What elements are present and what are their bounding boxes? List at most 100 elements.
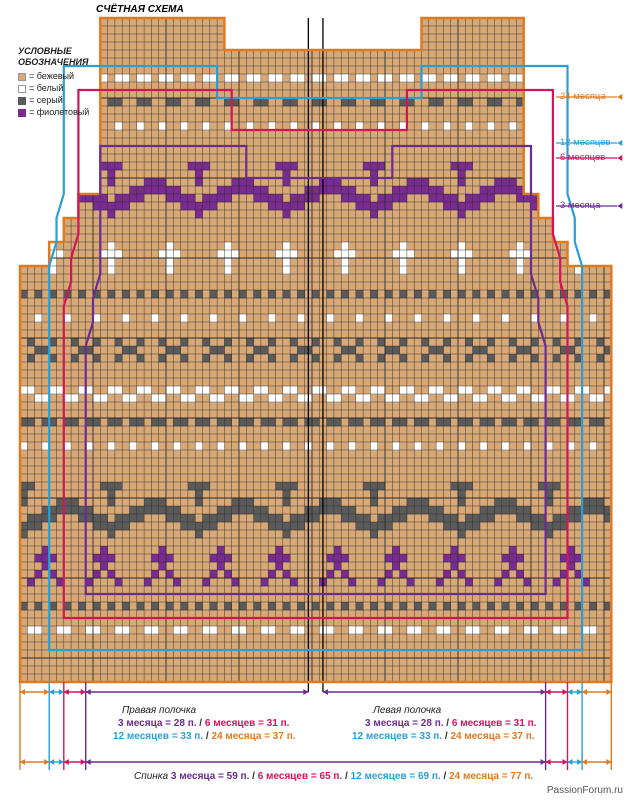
stitch-cell <box>399 386 408 395</box>
stitch-cell <box>341 74 349 83</box>
stitch-cell <box>34 514 43 523</box>
stitch-cell <box>472 290 481 299</box>
stitch-cell <box>136 354 145 363</box>
stitch-cell <box>385 346 393 355</box>
stitch-cell <box>41 186 50 195</box>
dim-bot-magenta-l-head-right <box>80 759 86 765</box>
stitch-cell <box>158 506 167 515</box>
stitch-cell <box>589 290 597 299</box>
stitch-cell <box>144 578 152 587</box>
stitch-cell <box>34 554 43 563</box>
stitch-cell <box>268 74 276 83</box>
dim-top-orange-l-head-left <box>20 689 25 695</box>
stitch-cell <box>268 290 276 299</box>
stitch-cell <box>399 602 408 611</box>
stitch-cell <box>348 194 357 203</box>
stitch-cell <box>151 498 159 507</box>
stitch-cell <box>567 546 576 555</box>
stitch-cell <box>260 578 269 587</box>
stitch-cell <box>202 202 211 211</box>
stitch-cell <box>253 346 262 355</box>
stitch-cell <box>41 546 50 555</box>
stitch-cell <box>239 442 247 451</box>
stitch-cell <box>399 338 408 347</box>
dim-top-blue-r-head-right <box>577 689 583 695</box>
stitch-cell <box>85 194 94 203</box>
stitch-cell <box>290 578 298 587</box>
stitch-cell <box>355 514 364 523</box>
stitch-cell <box>538 74 546 83</box>
stitch-cell <box>282 530 291 539</box>
stitch-cell <box>195 522 203 531</box>
stitch-cell <box>494 178 503 187</box>
stitch-cell <box>217 418 225 427</box>
stitch-cell <box>27 122 35 131</box>
stitch-cell <box>392 394 400 403</box>
stitch-cell <box>20 482 28 491</box>
stitch-cell <box>450 514 459 523</box>
stitch-cell <box>144 498 152 507</box>
dim-bot-violet-head-right <box>540 759 546 765</box>
stitch-cell <box>195 210 203 219</box>
stitch-cell <box>392 514 400 523</box>
stitch-cell <box>538 162 546 171</box>
stitch-cell <box>574 514 583 523</box>
stitch-cell <box>516 74 524 83</box>
stitch-cell <box>436 194 444 203</box>
stitch-cell <box>560 554 568 563</box>
outline-12m <box>48 64 584 652</box>
stitch-cell <box>509 546 517 555</box>
stitch-cell <box>166 506 174 515</box>
stitch-cell <box>63 498 72 507</box>
stitch-cell <box>399 570 408 579</box>
stitch-cell <box>326 602 335 611</box>
stitch-cell <box>41 554 50 563</box>
stitch-cell <box>107 442 116 451</box>
outline-3m <box>84 144 547 596</box>
stitch-cell <box>552 514 561 523</box>
stitch-cell <box>414 186 422 195</box>
stitch-cell <box>158 554 167 563</box>
stitch-cell <box>450 482 459 491</box>
stitch-cell <box>370 162 378 171</box>
stitch-cell <box>370 498 378 507</box>
stitch-cell <box>516 602 524 611</box>
stitch-cell <box>166 570 174 579</box>
stitch-cell <box>589 314 597 323</box>
stitch-cell <box>34 314 43 323</box>
stitch-cell <box>136 418 145 427</box>
stitch-cell <box>392 546 400 555</box>
arrow-3m-head <box>617 203 623 209</box>
stitch-cell <box>326 314 335 323</box>
stitch-cell <box>516 242 524 251</box>
stitch-cell <box>377 514 386 523</box>
stitch-cell <box>582 506 590 515</box>
stitch-cell <box>275 74 284 83</box>
stitch-cell <box>202 386 211 395</box>
stitch-cell <box>187 202 196 211</box>
stitch-cell <box>604 194 612 203</box>
stitch-cell <box>107 530 116 539</box>
stitch-cell <box>297 346 305 355</box>
stitch-cell <box>341 570 349 579</box>
stitch-cell <box>122 522 130 531</box>
stitch-cell <box>406 250 415 259</box>
stitch-cell <box>392 186 400 195</box>
stitch-cell <box>290 74 298 83</box>
stitch-cell <box>202 162 211 171</box>
stitch-cell <box>414 506 422 515</box>
stitch-cell <box>282 258 291 267</box>
legend-item-purple: = фиолетовый <box>18 107 89 118</box>
stitch-cell <box>260 386 269 395</box>
stitch-cell <box>71 506 79 515</box>
stitch-cell <box>326 570 335 579</box>
stitch-cell <box>312 506 320 515</box>
stitch-cell <box>589 394 597 403</box>
stitch-cell <box>34 202 43 211</box>
dim-bot-orange-l-head-left <box>20 759 25 765</box>
stitch-cell <box>421 394 430 403</box>
stitch-cell <box>552 122 561 131</box>
stitch-cell <box>560 626 568 635</box>
stitch-cell <box>619 354 627 362</box>
stitch-cell <box>443 394 451 403</box>
